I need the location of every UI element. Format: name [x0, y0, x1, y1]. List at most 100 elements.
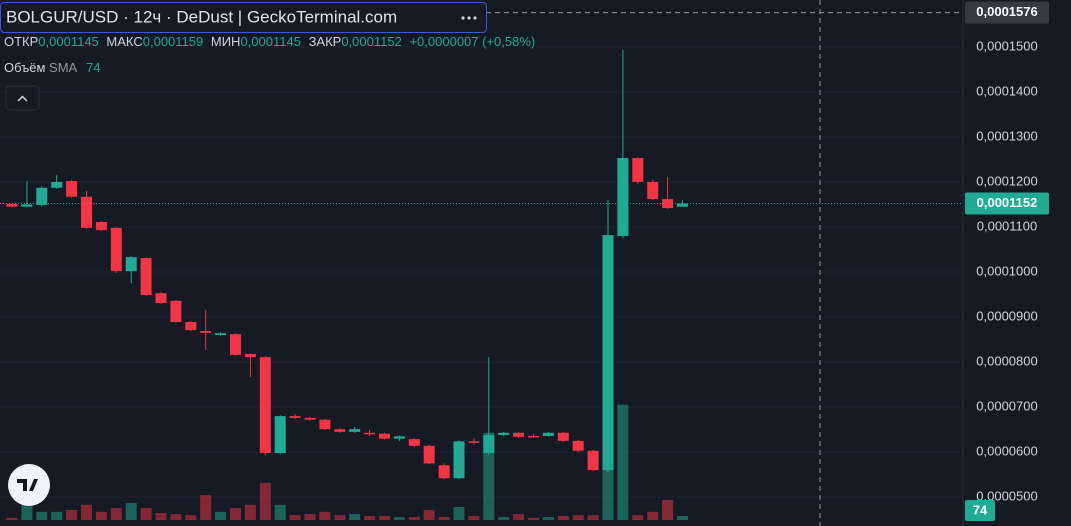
candle-body [423, 445, 435, 464]
candle-body [304, 417, 316, 420]
volume-bar [6, 517, 18, 520]
legend-label: Объём [4, 60, 45, 75]
crosshair-label: 0,0001576 [976, 4, 1037, 19]
volume-bar [647, 511, 659, 520]
y-tick-label: 0,0000700 [976, 399, 1037, 414]
volume-legend: Объём SMA 74 [4, 60, 101, 75]
volume-bar [468, 515, 480, 520]
y-tick-label: 0,0001300 [976, 128, 1037, 143]
volume-bar [393, 517, 405, 520]
candle-body [36, 187, 48, 205]
candle-body [125, 257, 137, 272]
volume-bar [140, 508, 152, 520]
candle-body [21, 204, 33, 207]
volume-bar [215, 511, 227, 520]
more-dot[interactable] [467, 16, 471, 20]
candle-body [51, 181, 63, 188]
more-dot[interactable] [473, 16, 477, 20]
logo[interactable] [8, 464, 50, 506]
ohlc-legend: ОТКР0,0001145 МАКС0,0001159 МИН0,0001145… [4, 34, 535, 49]
volume-bar [379, 515, 390, 520]
volume-bar [423, 509, 435, 520]
candle-body [632, 158, 644, 182]
candle-body [215, 333, 227, 336]
volume-bar [304, 514, 316, 520]
candle-body [453, 441, 465, 479]
chart-title: BOLGUR/USD · 12ч · DeDust | GeckoTermina… [6, 7, 397, 26]
candle-body [259, 357, 271, 454]
legend-label: SMA [49, 60, 78, 75]
logo-mark [17, 479, 38, 491]
volume-bar [528, 517, 539, 520]
price-axis: 0,0000500 0,0000600 0,0000700 0,0000800 0,00… [0, 1, 1049, 521]
candle-body [289, 416, 301, 418]
y-tick-label: 0,0001200 [976, 173, 1037, 188]
candle-body [677, 203, 688, 207]
candle-body [185, 321, 197, 331]
volume-bar [662, 499, 674, 520]
title-box[interactable] [0, 2, 487, 33]
last-price-label: 0,0001152 [977, 195, 1038, 210]
volume-bar [125, 502, 137, 520]
volume-bar [632, 515, 644, 520]
volume-bar [498, 517, 510, 520]
volume-bar [81, 504, 92, 520]
candle-body [647, 181, 659, 200]
candle-body [662, 199, 674, 209]
y-tick-label: 0,0000900 [976, 308, 1037, 323]
legend-value: 0,0001145 [240, 34, 301, 49]
candle-body [617, 158, 629, 236]
candle-body [170, 300, 182, 322]
volume-bar [274, 504, 286, 520]
candle-body [334, 429, 346, 432]
volume-bar [21, 504, 33, 520]
legend-label: ЗАКР [309, 34, 342, 49]
volume-bar [453, 507, 465, 520]
candle-body [483, 435, 495, 454]
volume-bar [51, 511, 63, 520]
volume-bar [513, 514, 525, 520]
legend-label: МАКС [106, 34, 142, 49]
volume-bar [66, 509, 78, 520]
candle-body [528, 435, 539, 438]
candle-body [140, 258, 152, 295]
volume-bar [200, 495, 212, 520]
volume-bar [408, 517, 420, 520]
candle-body [468, 441, 480, 443]
candle-body [274, 416, 286, 454]
volume-bar [36, 511, 48, 520]
candle-body [602, 235, 614, 471]
volume-bar [244, 504, 256, 520]
candle-body [572, 440, 584, 451]
candle-body [557, 432, 569, 441]
candle-body [364, 432, 376, 435]
volume-bar [95, 511, 107, 520]
volume-bar [364, 515, 376, 520]
candle-body [155, 293, 167, 304]
legend-change: +0,0000007 (+0,58%) [409, 34, 535, 49]
candle-body [393, 436, 405, 439]
candle-body [230, 334, 241, 355]
volume-bar [587, 515, 599, 520]
candle-body [438, 465, 450, 479]
candle-body [244, 353, 256, 358]
volume-bar [185, 515, 197, 520]
volume-bar [483, 432, 495, 520]
candle-body [110, 227, 122, 272]
volume-bar [170, 514, 182, 520]
collapse-button[interactable] [5, 85, 40, 111]
volume-bar [617, 404, 629, 520]
more-dot[interactable] [461, 16, 465, 20]
y-tick-label: 0,0001500 [976, 38, 1037, 53]
volume-bar [334, 515, 346, 520]
candle-body [81, 196, 92, 228]
volume-bar [230, 508, 241, 520]
volume-bar [259, 482, 271, 520]
candle-body [498, 432, 510, 436]
y-tick-label: 0,0000600 [976, 444, 1037, 459]
candle-body [379, 433, 390, 439]
legend-value: 74 [86, 60, 100, 75]
